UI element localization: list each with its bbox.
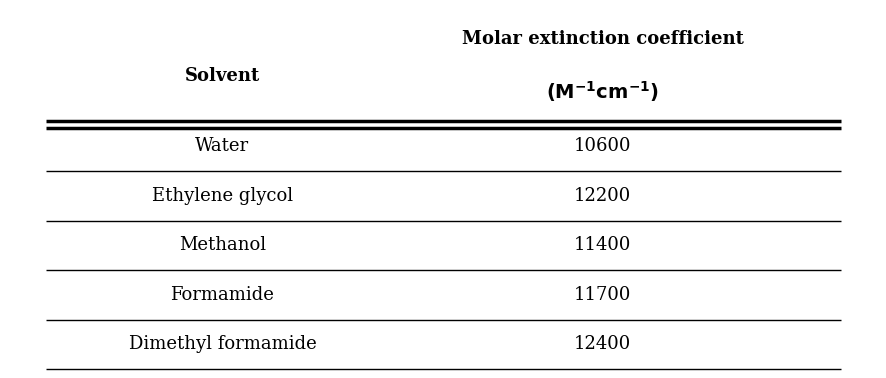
Text: 12400: 12400 — [573, 335, 631, 353]
Text: Water: Water — [195, 137, 249, 155]
Text: 11400: 11400 — [573, 236, 631, 254]
Text: $\mathbf{(M^{-1}cm^{-1})}$: $\mathbf{(M^{-1}cm^{-1})}$ — [546, 79, 658, 104]
Text: Formamide: Formamide — [170, 286, 274, 304]
Text: Molar extinction coefficient: Molar extinction coefficient — [462, 30, 742, 48]
Text: Ethylene glycol: Ethylene glycol — [152, 187, 292, 205]
Text: Methanol: Methanol — [179, 236, 266, 254]
Text: 10600: 10600 — [573, 137, 631, 155]
Text: 12200: 12200 — [573, 187, 631, 205]
Text: 11700: 11700 — [573, 286, 631, 304]
Text: Dimethyl formamide: Dimethyl formamide — [128, 335, 316, 353]
Text: Solvent: Solvent — [184, 67, 260, 85]
